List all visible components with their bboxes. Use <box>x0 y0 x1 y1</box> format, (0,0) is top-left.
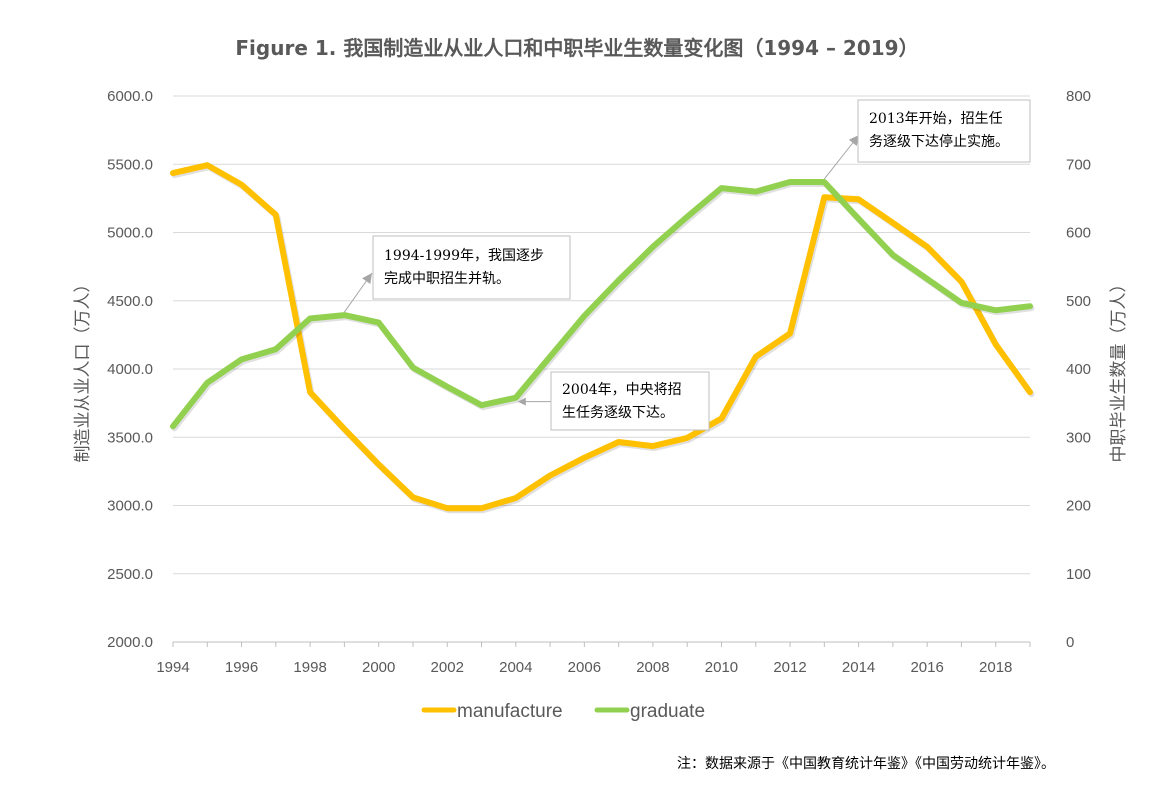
annotation-text: 生任务逐级下达。 <box>562 405 674 421</box>
y-left-tick-label: 4000.0 <box>107 361 153 378</box>
x-tick-label: 2002 <box>431 659 464 676</box>
legend-item-graduate: graduate <box>594 701 705 722</box>
annotation-box <box>857 99 1031 163</box>
x-tick-label: 2006 <box>568 659 601 676</box>
y-left-tick-label: 4500.0 <box>107 293 153 310</box>
gridlines <box>173 95 1030 643</box>
x-tick-label: 2008 <box>636 659 669 676</box>
y-right-tick-label: 300 <box>1066 429 1091 446</box>
y-right-tick-label: 200 <box>1066 498 1091 515</box>
legend-item-manufacture: manufacture <box>421 701 563 722</box>
y-right-tick-label: 700 <box>1066 156 1091 173</box>
y-left-tick-label: 5500.0 <box>107 156 153 173</box>
annotation-text: 务逐级下达停止实施。 <box>869 133 1009 150</box>
y-axis-right: 0 100 200 300 400 500 600 700 800 <box>1066 88 1091 651</box>
annotation-text: 完成中职招生并轨。 <box>384 271 510 287</box>
y-left-tick-label: 6000.0 <box>107 88 153 105</box>
chart-title: Figure 1. 我国制造业从业人口和中职毕业生数量变化图（1994 – 20… <box>235 36 918 60</box>
x-tick-label: 1996 <box>225 659 258 676</box>
series-line-graduate <box>170 179 1033 430</box>
series-lines <box>170 162 1035 514</box>
y-left-tick-label: 5000.0 <box>107 225 153 242</box>
legend-label: graduate <box>630 701 705 722</box>
annotation-box <box>550 371 710 431</box>
legend-label: manufacture <box>457 701 563 722</box>
source-note: 注：数据来源于《中国教育统计年鉴》《中国劳动统计年鉴》。 <box>677 756 1055 772</box>
y-left-tick-label: 3500.0 <box>107 429 153 446</box>
annotation-text: 2004年，中央将招 <box>562 382 682 398</box>
y-right-tick-label: 100 <box>1066 566 1091 583</box>
y-axis-left: 2000.0 2500.0 3000.0 3500.0 4000.0 4500.0 5000… <box>107 88 153 651</box>
y-right-tick-label: 600 <box>1066 225 1091 242</box>
x-tick-label: 2000 <box>362 659 395 676</box>
annotation-text: 1994-1999年，我国逐步 <box>384 248 544 264</box>
x-tick-label: 2018 <box>979 659 1012 676</box>
series-line-manufacture <box>170 162 1033 512</box>
y-axis-right-title: 中职毕业生数量（万人） <box>1109 276 1129 463</box>
x-tick-label: 2010 <box>705 659 738 676</box>
annotation-text: 2013年开始，招生任 <box>869 111 1003 127</box>
y-right-tick-label: 800 <box>1066 88 1091 105</box>
y-left-tick-label: 2500.0 <box>107 566 153 583</box>
y-left-tick-label: 3000.0 <box>107 498 153 515</box>
x-tick-label: 2004 <box>499 659 532 676</box>
legend: manufacture graduate <box>421 701 705 722</box>
annotation-arrowhead <box>848 135 859 146</box>
y-left-tick-label: 2000.0 <box>107 634 153 651</box>
x-axis: 1994 1996 1998 2000 2002 2004 2006 2008 2010 2012… <box>156 641 1031 676</box>
annotation-arrowhead <box>517 397 526 406</box>
series-shadow-manufacture <box>171 164 1035 514</box>
y-right-tick-label: 0 <box>1066 634 1074 651</box>
x-tick-label: 2012 <box>773 659 806 676</box>
annotation-box <box>372 235 571 300</box>
x-tick-label: 1994 <box>156 659 189 676</box>
y-right-tick-label: 400 <box>1066 361 1091 378</box>
annotation-arrowhead <box>362 273 372 285</box>
y-right-tick-label: 500 <box>1066 293 1091 310</box>
x-tick-label: 2016 <box>910 659 943 676</box>
x-tick-label: 1998 <box>293 659 326 676</box>
y-axis-left-title: 制造业从业人口（万人） <box>73 276 93 463</box>
x-tick-label: 2014 <box>842 659 875 676</box>
